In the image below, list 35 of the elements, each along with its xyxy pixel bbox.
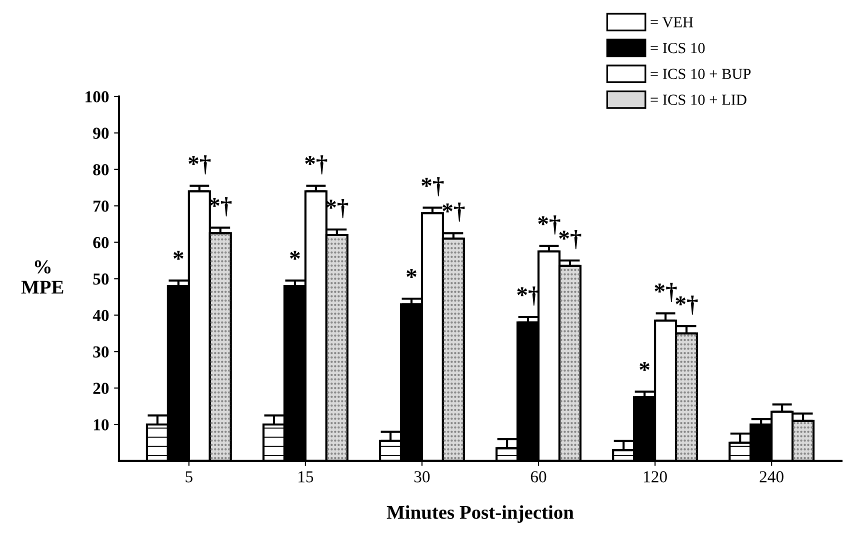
data-label: *† <box>654 282 677 302</box>
legend-label: = VEH <box>650 17 694 28</box>
y-axis-title: % MPE <box>21 260 64 294</box>
x-tick-label: 15 <box>298 471 314 482</box>
legend-label: = ICS 10 + LID <box>650 94 746 105</box>
data-label: *† <box>422 177 444 196</box>
x-tick-label: 240 <box>760 471 784 482</box>
data-label: *† <box>517 286 540 306</box>
y-tick-label: 90 <box>93 128 109 139</box>
y-tick-label: 60 <box>93 236 109 248</box>
y-tick-label: 70 <box>94 200 109 212</box>
data-label: * <box>406 269 416 278</box>
data-label: * <box>290 250 300 260</box>
y-tick-label: 20 <box>93 382 109 394</box>
x-axis-title: Minutes Post-injection <box>386 505 574 523</box>
data-label: *† <box>676 296 698 315</box>
data-label: *† <box>538 215 560 235</box>
data-label: *† <box>442 202 465 222</box>
legend-label: = ICS 10 <box>650 42 705 54</box>
data-label: * <box>640 362 650 371</box>
y-tick-label: 50 <box>93 273 109 285</box>
x-tick-label: 5 <box>186 471 192 482</box>
y-tick-label: 100 <box>86 91 109 102</box>
data-label: *† <box>305 155 328 174</box>
y-tick-label: 10 <box>94 419 109 430</box>
legend-label: = ICS 10 + BUP <box>650 68 751 80</box>
data-label: *† <box>188 155 211 174</box>
data-label: * <box>174 250 184 260</box>
x-tick-label: 30 <box>414 471 430 482</box>
y-tick-label: 30 <box>93 346 109 358</box>
data-label: *† <box>559 230 582 250</box>
y-tick-label: 40 <box>92 310 109 322</box>
x-tick-label: 120 <box>644 471 667 482</box>
x-tick-label: 60 <box>530 471 546 482</box>
y-tick-label: 80 <box>93 164 109 176</box>
